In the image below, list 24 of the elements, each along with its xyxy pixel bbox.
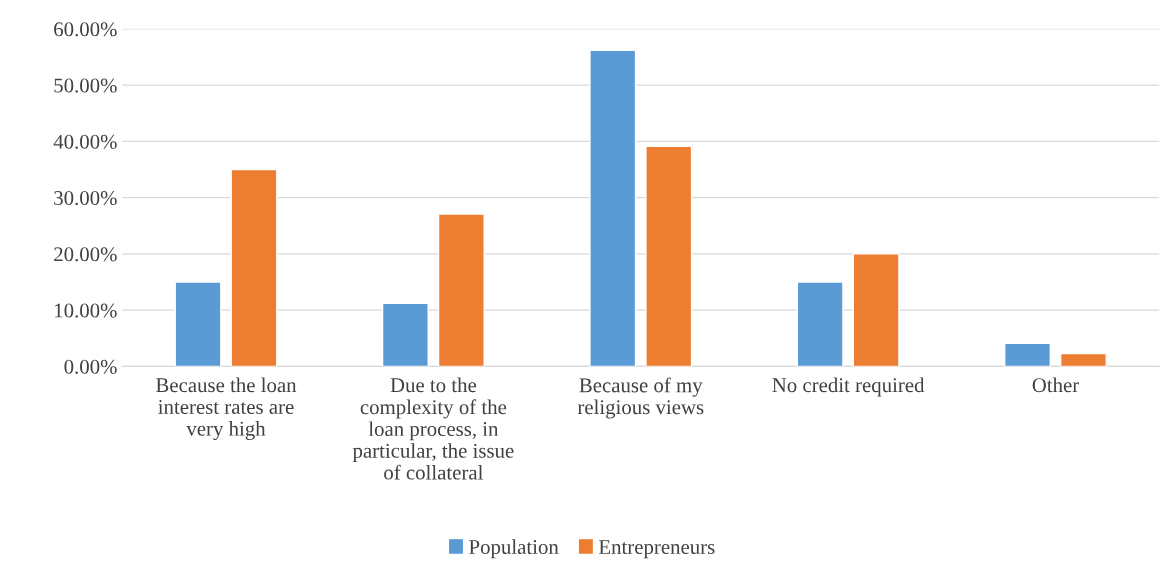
y-tick-label: 30.00%	[54, 191, 117, 206]
y-tick-label: 60.00%	[54, 22, 117, 37]
x-tick-label: Because of my religious views	[577, 377, 704, 419]
bar	[852, 253, 900, 367]
x-tick-label: Other	[1032, 377, 1080, 393]
bar	[174, 281, 222, 367]
x-tick-label: Due to the complexity of the loan process, in particular, the issue of collateral	[352, 377, 514, 480]
y-tick-label: 40.00%	[53, 134, 117, 149]
y-tick-label: 50.00%	[54, 78, 117, 93]
bar	[1003, 342, 1052, 367]
bar	[589, 49, 637, 367]
y-tick-label: 0.00%	[64, 359, 117, 374]
y-tick-label: 10.00%	[55, 303, 117, 318]
bar	[645, 145, 693, 367]
bar	[796, 281, 844, 367]
legend-label: Population	[469, 539, 559, 559]
bar	[437, 213, 485, 367]
bar	[381, 302, 429, 367]
x-tick-label: Because the loan interest rates are very high	[156, 377, 297, 441]
x-tick-label: No credit required	[772, 377, 925, 397]
y-tick-label: 20.00%	[54, 247, 117, 262]
legend-label: Entrepreneurs	[598, 540, 715, 559]
bar	[1059, 352, 1107, 367]
bar	[230, 168, 278, 367]
